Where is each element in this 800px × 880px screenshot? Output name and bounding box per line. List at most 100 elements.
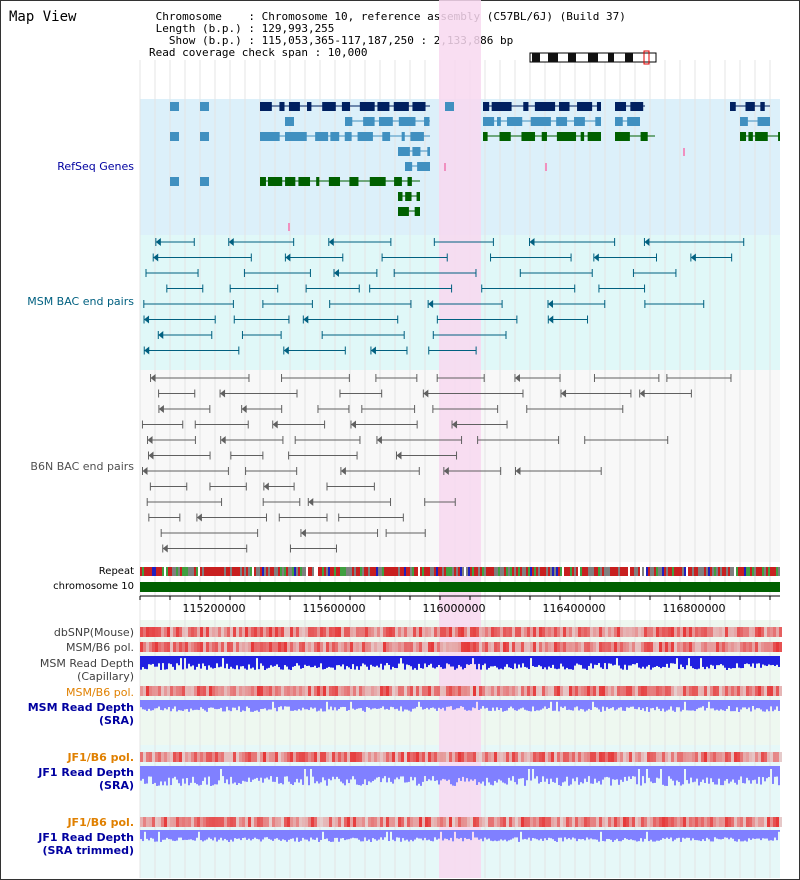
repeat-mark xyxy=(324,567,326,576)
depth-bar xyxy=(716,700,718,710)
depth-bar xyxy=(500,766,502,781)
pol-heat-mark xyxy=(380,817,383,827)
depth-bar xyxy=(284,766,286,777)
pol-heat-mark xyxy=(506,752,509,762)
depth-bar xyxy=(196,700,198,710)
track-label-chromosome[interactable]: chromosome 10 xyxy=(53,581,134,592)
pol-heat-mark xyxy=(377,642,380,652)
repeat-mark xyxy=(616,567,618,576)
depth-bar xyxy=(592,830,594,840)
repeat-mark xyxy=(356,567,358,576)
depth-bar xyxy=(148,830,150,841)
gene-exon xyxy=(530,117,551,126)
pol-heat-mark xyxy=(614,686,617,696)
track-label-repeat[interactable]: Repeat xyxy=(98,566,134,577)
pol-heat-mark xyxy=(755,686,758,696)
repeat-mark xyxy=(286,567,288,576)
pol-heat-mark xyxy=(662,686,665,696)
repeat-mark xyxy=(462,567,464,576)
pol-heat-mark xyxy=(509,627,512,637)
depth-bar xyxy=(712,656,714,666)
depth-bar xyxy=(774,766,776,777)
depth-bar xyxy=(670,766,672,779)
depth-bar xyxy=(256,700,258,711)
depth-bar xyxy=(212,656,214,669)
depth-bar xyxy=(338,656,340,666)
depth-bar xyxy=(710,700,712,709)
track-label-msm-depth-capillary[interactable]: MSM Read Depth xyxy=(39,657,134,670)
repeat-mark xyxy=(496,567,498,576)
depth-bar xyxy=(448,700,450,707)
depth-bar xyxy=(466,656,468,665)
pol-heat-mark xyxy=(524,642,527,652)
depth-bar xyxy=(582,830,584,839)
track-label-msm-b6-pol[interactable]: MSM/B6 pol. xyxy=(66,641,134,654)
track-label-refseq[interactable]: RefSeq Genes xyxy=(57,160,134,173)
track-label-b6n-bac[interactable]: B6N BAC end pairs xyxy=(30,460,134,473)
pol-heat-mark xyxy=(389,817,392,827)
depth-bar xyxy=(402,766,404,777)
depth-bar xyxy=(298,700,300,710)
track-label-jf1-pol-2[interactable]: JF1/B6 pol. xyxy=(67,816,134,829)
repeat-mark xyxy=(592,567,594,576)
pol-heat-mark xyxy=(272,752,275,762)
track-label-msm-depth-sra[interactable]: MSM Read Depth xyxy=(27,701,134,714)
pol-heat-mark xyxy=(293,627,296,637)
pol-heat-mark xyxy=(245,686,248,696)
pol-heat-mark xyxy=(476,817,479,827)
pol-heat-mark xyxy=(647,686,650,696)
track-label-jf1-depth-trimmed[interactable]: JF1 Read Depth xyxy=(38,831,134,844)
track-label-jf1-pol[interactable]: JF1/B6 pol. xyxy=(67,751,134,764)
pol-heat-mark xyxy=(329,627,332,637)
depth-bar xyxy=(374,656,376,667)
depth-bar xyxy=(554,830,556,841)
depth-bar xyxy=(434,766,436,781)
depth-bar xyxy=(362,766,364,785)
track-label-msm-bac[interactable]: MSM BAC end pairs xyxy=(27,295,134,308)
track-label-jf1-depth-sra[interactable]: JF1 Read Depth xyxy=(38,766,134,779)
depth-bar xyxy=(380,656,382,664)
pol-heat-mark xyxy=(653,627,656,637)
track-label-jf1-sra: (SRA) xyxy=(99,779,134,792)
pol-heat-mark xyxy=(146,752,149,762)
pol-heat-mark xyxy=(773,752,776,762)
depth-bar xyxy=(362,700,364,711)
pol-heat-mark xyxy=(620,642,623,652)
track-label-dbsnp[interactable]: dbSNP(Mouse) xyxy=(53,626,134,639)
depth-bar xyxy=(286,656,288,667)
pol-heat-mark xyxy=(191,752,194,762)
pol-heat-mark xyxy=(533,642,536,652)
page-title: Map View xyxy=(9,9,77,25)
depth-bar xyxy=(694,766,696,782)
pol-heat-mark xyxy=(653,686,656,696)
repeat-mark xyxy=(582,567,584,576)
repeat-mark xyxy=(678,567,680,576)
pol-heat-mark xyxy=(188,752,191,762)
repeat-mark xyxy=(348,567,350,576)
repeat-mark xyxy=(236,567,238,576)
pol-heat-mark xyxy=(431,817,434,827)
track-label-msm-b6-pol-2[interactable]: MSM/B6 pol. xyxy=(66,686,134,699)
depth-bar xyxy=(306,766,308,777)
pol-heat-mark xyxy=(143,627,146,637)
pol-heat-mark xyxy=(779,752,782,762)
pol-heat-mark xyxy=(236,686,239,696)
depth-bar xyxy=(692,700,694,711)
depth-bar xyxy=(144,656,146,669)
depth-bar xyxy=(562,656,564,667)
pol-heat-mark xyxy=(683,752,686,762)
depth-bar xyxy=(628,656,630,666)
pol-heat-mark xyxy=(287,627,290,637)
pol-heat-mark xyxy=(152,686,155,696)
repeat-mark xyxy=(278,567,280,576)
pol-heat-mark xyxy=(143,642,146,652)
repeat-mark xyxy=(432,567,434,576)
pol-heat-mark xyxy=(449,627,452,637)
depth-bar xyxy=(278,656,280,668)
pol-heat-mark xyxy=(275,817,278,827)
depth-bar xyxy=(678,656,680,670)
pol-heat-mark xyxy=(368,642,371,652)
pol-heat-mark xyxy=(668,817,671,827)
pol-heat-mark xyxy=(776,686,779,696)
